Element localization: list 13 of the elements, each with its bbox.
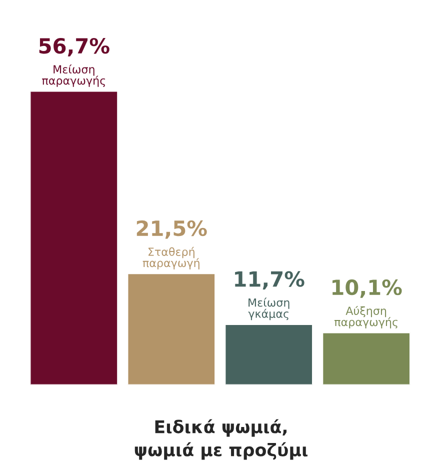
text: Ειδικά ψωμιά, ψωμιά με προζύμι [134, 419, 308, 460]
data-label: 10,1% [332, 279, 402, 298]
x-tick-label: Μείωση παραγωγής [42, 64, 106, 87]
data-label: 21,5% [136, 220, 207, 239]
bar [322, 332, 410, 385]
data-label: 56,7% [39, 38, 110, 56]
bar [30, 90, 118, 385]
bar [224, 324, 314, 385]
bar [126, 272, 216, 385]
x-tick-label: Μείωση γκάμας [248, 298, 290, 320]
x-tick-label: Αύξηση παραγωγής [334, 306, 398, 328]
data-label: 11,7% [235, 271, 304, 290]
x-tick-label: Σταθερή παραγωγή [142, 246, 200, 270]
